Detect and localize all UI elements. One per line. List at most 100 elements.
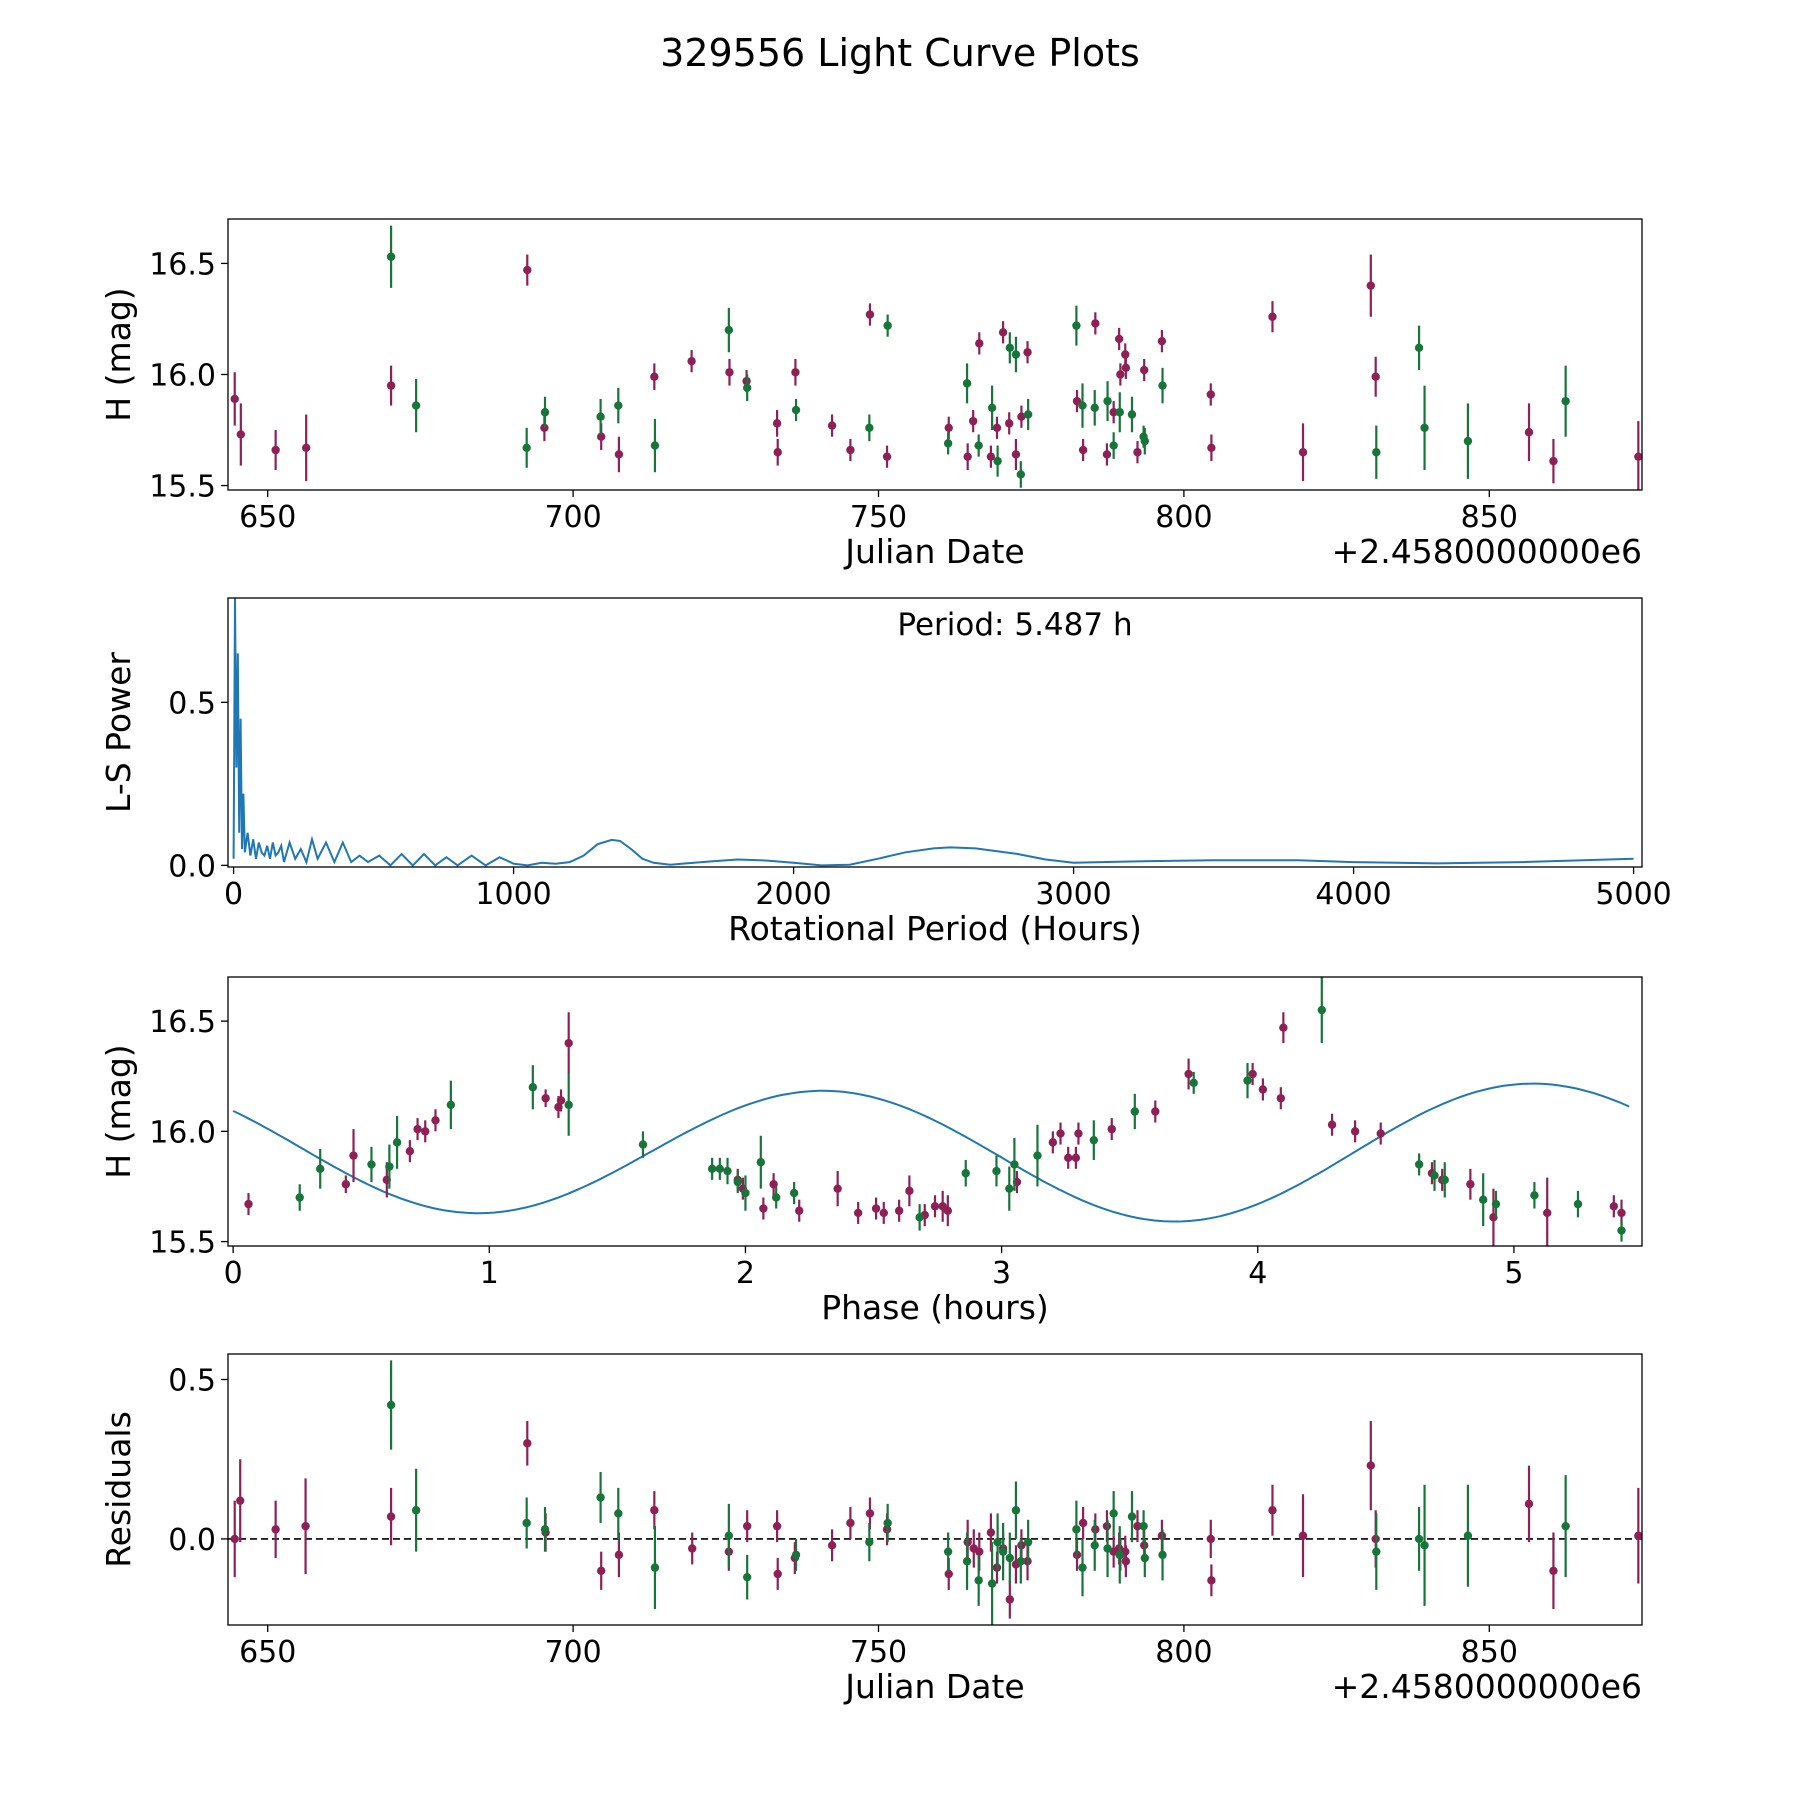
- marker: [772, 419, 782, 428]
- marker: [614, 1509, 623, 1518]
- marker: [1115, 1550, 1124, 1560]
- marker: [975, 1547, 984, 1556]
- marker: [723, 1166, 732, 1176]
- marker: [540, 1525, 550, 1534]
- marker: [1130, 1107, 1140, 1116]
- marker: [523, 265, 532, 275]
- data-point-filter_b: [724, 1503, 734, 1568]
- marker: [411, 401, 421, 410]
- panel-periodogram: 0 1000 2000 3000 4000 5000 0.0 0.5 Rotational Pe…: [99, 597, 1672, 948]
- data-point-filter_b: [724, 307, 734, 353]
- marker: [1561, 1521, 1570, 1531]
- marker: [596, 1493, 605, 1502]
- x-tick-label: 0: [224, 877, 243, 912]
- marker: [992, 423, 1002, 433]
- marker: [1116, 370, 1125, 379]
- marker: [1127, 410, 1137, 419]
- marker: [1090, 1541, 1099, 1550]
- marker: [1414, 343, 1424, 353]
- data-point-filter_a: [827, 1529, 837, 1562]
- x-tick-label: 700: [544, 1635, 601, 1670]
- x-tick-label: 1000: [475, 877, 551, 912]
- data-point-filter_a: [1023, 341, 1032, 364]
- data-point-filter_a: [1011, 438, 1021, 471]
- marker: [650, 372, 659, 381]
- marker: [733, 1177, 742, 1187]
- data-point-filter_a: [769, 1173, 778, 1196]
- y-tick-label: 16.0: [149, 1115, 216, 1150]
- marker: [998, 1547, 1008, 1556]
- marker: [349, 1151, 358, 1160]
- marker: [987, 403, 997, 413]
- x-tick-label: 4: [1248, 1256, 1267, 1291]
- y-tick-label: 0.5: [168, 1364, 216, 1399]
- marker: [742, 1521, 752, 1531]
- data-point-filter_b: [1478, 1173, 1488, 1227]
- x-tick-label: 800: [1155, 500, 1212, 535]
- marker: [522, 443, 531, 452]
- data-point-filter_a: [986, 1513, 996, 1552]
- data-point-filter_a: [1107, 1118, 1116, 1141]
- marker: [1561, 396, 1570, 406]
- marker: [316, 1164, 325, 1174]
- marker: [638, 1140, 648, 1149]
- marker: [1078, 1518, 1088, 1528]
- data-point-filter_b: [614, 1487, 623, 1539]
- data-point-filter_a: [1056, 1122, 1065, 1145]
- marker: [1005, 1553, 1015, 1563]
- marker: [1048, 1138, 1058, 1147]
- marker: [301, 1521, 310, 1531]
- data-point-filter_b: [446, 1080, 456, 1130]
- data-point-filter_b: [741, 1175, 750, 1211]
- data-point-filter_a: [975, 332, 984, 355]
- data-point-filter_a: [773, 1558, 782, 1590]
- marker: [944, 1569, 953, 1579]
- marker: [556, 1096, 566, 1105]
- marker: [230, 1534, 239, 1544]
- marker: [1207, 1576, 1216, 1585]
- data-point-filter_b: [1011, 336, 1021, 373]
- data-point-filter_a: [431, 1109, 440, 1132]
- marker: [1139, 1521, 1148, 1531]
- marker: [827, 421, 837, 430]
- data-point-filter_a: [1184, 1058, 1193, 1090]
- data-point-filter_a: [1005, 1580, 1015, 1619]
- y-tick-label: 15.5: [149, 470, 216, 505]
- marker: [1005, 1595, 1015, 1604]
- marker: [1491, 1199, 1501, 1209]
- marker: [773, 1569, 782, 1579]
- x-tick-label: 2: [736, 1256, 755, 1291]
- marker: [833, 1184, 842, 1193]
- marker: [1078, 401, 1087, 410]
- data-point-filter_b: [1130, 1093, 1140, 1130]
- marker: [1072, 321, 1081, 330]
- marker: [1634, 452, 1642, 461]
- data-point-filter_a: [865, 303, 875, 326]
- data-point-filter_a: [564, 1012, 573, 1075]
- marker: [1011, 1506, 1021, 1515]
- data-point-filter_b: [742, 374, 752, 402]
- marker: [1023, 348, 1032, 357]
- data-point-filter_a: [1466, 1168, 1475, 1200]
- data-point-filter_b: [733, 1171, 742, 1194]
- data-point-filter_a: [386, 365, 396, 406]
- marker: [1072, 1525, 1081, 1534]
- marker: [1140, 436, 1150, 446]
- data-point-filter_a: [791, 358, 800, 386]
- marker: [1327, 1120, 1337, 1129]
- data-point-filter_a: [1524, 1465, 1534, 1543]
- data-point-filter_b: [993, 445, 1002, 477]
- data-point-filter_a: [405, 1140, 415, 1163]
- x-tick-label: 2000: [755, 877, 831, 912]
- data-point-filter_b: [1189, 1071, 1198, 1094]
- marker: [1549, 456, 1558, 466]
- marker: [596, 1566, 606, 1576]
- marker: [431, 1116, 440, 1125]
- x-tick-label: 1: [480, 1256, 499, 1291]
- data-point-filter_b: [1463, 403, 1473, 479]
- data-point-filter_a: [244, 1193, 253, 1216]
- data-point-filter_a: [1634, 1487, 1642, 1584]
- data-point-filter_a: [1524, 403, 1534, 462]
- axes-frame: [227, 218, 1643, 491]
- data-point-filter_a: [992, 416, 1002, 439]
